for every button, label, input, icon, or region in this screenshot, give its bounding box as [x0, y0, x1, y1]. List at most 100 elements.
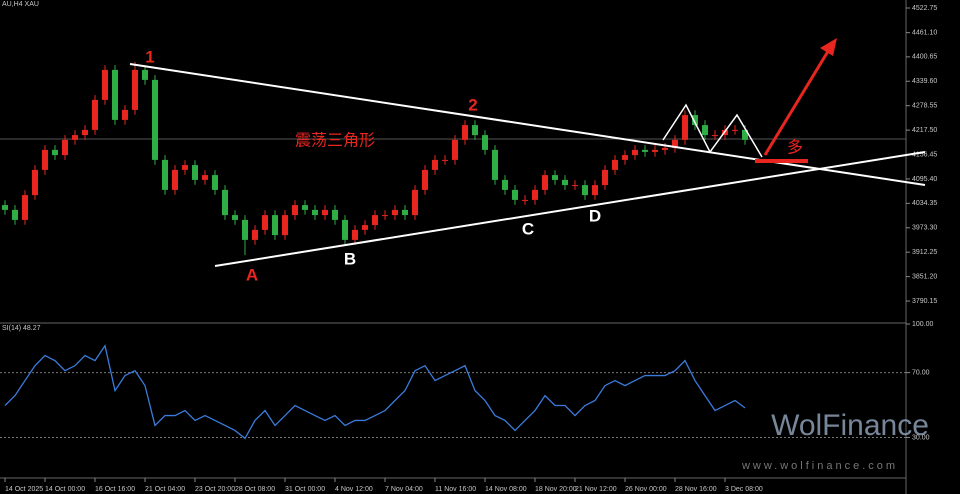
y-tick-label: 4095.40: [912, 176, 937, 183]
candle-body: [432, 159, 438, 170]
candle-body: [652, 149, 658, 152]
candle-body: [592, 185, 598, 196]
x-tick-label: 26 Nov 00:00: [625, 486, 667, 493]
candle-body: [92, 99, 98, 130]
candle-body: [22, 195, 28, 220]
y-tick-label: 4034.35: [912, 200, 937, 207]
candle-body: [372, 215, 378, 226]
candle-body: [32, 169, 38, 196]
trendlines: [129, 38, 926, 267]
candle-body: [42, 149, 48, 170]
y-tick-label: 4339.60: [912, 78, 937, 85]
candle-body: [292, 205, 298, 216]
candle-body: [282, 215, 288, 236]
rsi-line: [4, 344, 746, 440]
candle-body: [642, 149, 648, 152]
candle-body: [682, 115, 688, 140]
candle-body: [702, 125, 708, 136]
candle-body: [542, 175, 548, 190]
y-tick-label: 30.00: [912, 434, 930, 441]
candle-body: [162, 159, 168, 190]
x-tick-label: 14 Nov 08:00: [485, 486, 527, 493]
candle-body: [572, 185, 578, 187]
symbol-label: AU,H4 XAU: [2, 1, 39, 8]
candle-body: [582, 185, 588, 196]
y-tick-label: 70.00: [912, 369, 930, 376]
candle-body: [462, 125, 468, 140]
x-tick-label: 31 Oct 00:00: [285, 486, 325, 493]
candle-body: [532, 189, 538, 200]
x-tick-label: 14 Oct 2025: [5, 486, 43, 493]
candle-body: [412, 189, 418, 216]
candle-body: [152, 79, 158, 160]
pattern-zigzag: [662, 103, 763, 158]
candle-body: [512, 189, 518, 200]
candle-body: [742, 129, 748, 140]
candle-body: [402, 209, 408, 216]
candle-body: [332, 209, 338, 220]
lower-trendline: [214, 151, 926, 267]
y-tick-label: 4217.50: [912, 127, 937, 134]
label-b: B: [344, 249, 356, 268]
candle-body: [452, 139, 458, 160]
candle-body: [472, 125, 478, 136]
x-tick-label: 21 Nov 12:00: [575, 486, 617, 493]
candle-body: [82, 129, 88, 136]
y-tick-label: 4461.10: [912, 30, 937, 37]
label-a: A: [246, 265, 258, 284]
candle-body: [552, 175, 558, 180]
y-tick-label: 3912.25: [912, 249, 937, 256]
watermark-url: www.wolfinance.com: [741, 460, 898, 472]
candle-body: [482, 135, 488, 150]
candle-body: [672, 139, 678, 148]
candle-body: [622, 155, 628, 160]
candle-body: [382, 215, 388, 217]
candle-body: [692, 115, 698, 126]
label-d: D: [589, 206, 601, 225]
y-tick-label: 4278.55: [912, 103, 937, 110]
candle-body: [12, 209, 18, 220]
x-tick-label: 18 Nov 20:00: [535, 486, 577, 493]
candle-body: [342, 219, 348, 240]
candle-body: [242, 219, 248, 240]
candle-body: [502, 179, 508, 190]
candle-body: [202, 175, 208, 180]
arrow-shaft: [763, 47, 832, 156]
candle-body: [72, 135, 78, 140]
y-tick-label: 4400.65: [912, 54, 937, 61]
candle-body: [312, 209, 318, 216]
y-tick-label: 3851.20: [912, 273, 937, 280]
candle-body: [612, 159, 618, 170]
candle-body: [632, 149, 638, 156]
candle-body: [142, 69, 148, 80]
candle-body: [662, 147, 668, 150]
label-1: 1: [145, 47, 154, 66]
candle-body: [252, 229, 258, 240]
candle-body: [732, 129, 738, 131]
candle-body: [212, 175, 218, 190]
candle-body: [302, 205, 308, 210]
plot: 4522.75 4461.10 4400.65 4339.60 4278.55 4217.…: [0, 5, 937, 493]
x-tick-label: 21 Oct 04:00: [145, 486, 185, 493]
x-tick-label: 3 Dec 08:00: [725, 486, 763, 493]
candle-body: [392, 209, 398, 216]
candle-body: [62, 139, 68, 156]
candle-body: [232, 215, 238, 220]
candle-body: [352, 229, 358, 240]
x-tick-label: 28 Oct 08:00: [235, 486, 275, 493]
candle-body: [112, 69, 118, 120]
candle-body: [422, 169, 428, 190]
x-tick-label: 16 Oct 16:00: [95, 486, 135, 493]
x-tick-label: 4 Nov 12:00: [335, 486, 373, 493]
candle-body: [272, 215, 278, 236]
long-label: 多: [787, 138, 803, 157]
candle-body: [492, 149, 498, 180]
x-tick-label: 7 Nov 04:00: [385, 486, 423, 493]
candle-body: [562, 179, 568, 186]
candle-body: [712, 135, 718, 137]
watermark-brand: WolFinance: [771, 409, 929, 442]
x-tick-label: 11 Nov 16:00: [435, 486, 476, 493]
candle-body: [2, 205, 8, 210]
